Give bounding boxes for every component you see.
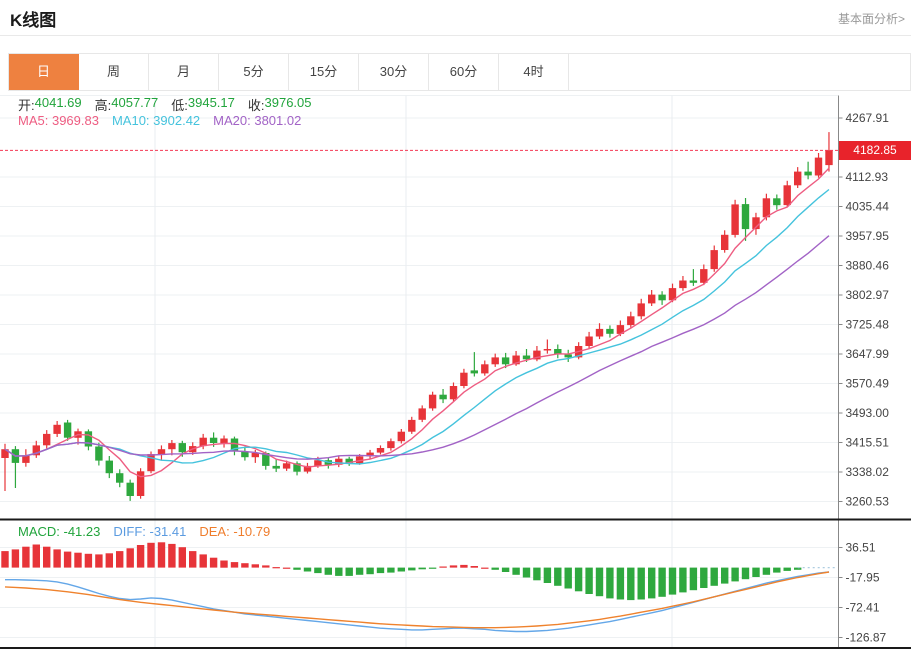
svg-text:4112.93: 4112.93: [846, 170, 889, 184]
tab-月[interactable]: 月: [149, 54, 219, 90]
fundamental-analysis-link[interactable]: 基本面分析>: [837, 12, 905, 26]
svg-text:36.51: 36.51: [846, 541, 876, 555]
macd-readout-label: MACD:: [18, 524, 64, 539]
svg-text:-17.95: -17.95: [846, 571, 880, 585]
grid-layer: [0, 95, 838, 647]
ma20-readout-label: MA20:: [213, 113, 255, 128]
page-title: K线图: [10, 11, 57, 30]
macd-readout: MACD: -41.23: [18, 524, 100, 539]
svg-text:3957.95: 3957.95: [846, 229, 890, 243]
close-readout-label: 收:: [247, 98, 265, 113]
ma20-readout: MA20: 3801.02: [213, 113, 301, 128]
ma20-readout-value: 3801.02: [254, 113, 302, 128]
svg-text:-72.41: -72.41: [846, 601, 880, 615]
high-readout: 高: 4057.77: [95, 95, 159, 114]
low-readout: 低: 3945.17: [171, 95, 235, 114]
tab-5分[interactable]: 5分: [219, 54, 289, 90]
svg-text:4267.91: 4267.91: [846, 111, 890, 125]
svg-text:3647.99: 3647.99: [846, 347, 890, 361]
svg-text:3338.02: 3338.02: [846, 465, 890, 479]
svg-text:3415.51: 3415.51: [846, 436, 890, 450]
high-readout-label: 高:: [94, 98, 112, 113]
low-readout-label: 低:: [171, 98, 188, 113]
svg-text:4035.44: 4035.44: [846, 200, 890, 214]
close-readout: 收: 3976.05: [248, 95, 312, 114]
low-readout-value: 3945.17: [187, 95, 235, 110]
diff-readout-label: DIFF:: [113, 524, 150, 539]
current-price-badge: 4182.85: [839, 141, 911, 160]
price-axis: 4267.91 4112.93 4035.44 3957.95 3880.46 3802.…: [838, 95, 890, 648]
ma5-readout-label: MA5:: [18, 113, 52, 128]
ma10-readout-label: MA10:: [111, 113, 154, 128]
dea-readout-value: -10.79: [233, 524, 271, 539]
ma5-readout-value: 3969.83: [51, 113, 99, 128]
macd-readout: MACD: -41.23 DIFF: -31.41 DEA: -10.79: [18, 524, 270, 539]
ma-lines-layer: [4, 167, 830, 478]
open-readout-value: 4041.69: [34, 95, 82, 110]
tab-4时[interactable]: 4时: [499, 54, 569, 90]
macd-lines-layer: [4, 571, 830, 633]
candles-layer: [1, 132, 833, 501]
header-divider: [0, 35, 911, 36]
open-readout-label: 开:: [18, 98, 35, 113]
svg-text:3880.46: 3880.46: [846, 259, 890, 273]
diff-readout-value: -31.41: [149, 524, 187, 539]
tab-60分[interactable]: 60分: [429, 54, 499, 90]
ohlc-readout: 开: 4041.69 高: 4057.77 低: 3945.17 收: 3976.05: [18, 95, 312, 114]
open-readout: 开: 4041.69: [18, 95, 82, 114]
tab-15分[interactable]: 15分: [289, 54, 359, 90]
svg-text:-126.87: -126.87: [846, 631, 887, 645]
tab-日[interactable]: 日: [9, 54, 79, 90]
svg-text:3493.00: 3493.00: [846, 406, 890, 420]
macd-readout-value: -41.23: [63, 524, 101, 539]
close-readout-value: 3976.05: [264, 95, 312, 110]
ma-readout: MA5: 3969.83 MA10: 3902.42 MA20: 3801.02: [18, 113, 301, 128]
diff-readout: DIFF: -31.41: [113, 524, 186, 539]
interval-tab-bar: 日周月 5分 15分 30分 60分 4时: [8, 53, 911, 91]
dea-readout: DEA: -10.79: [199, 524, 270, 539]
macd-histogram-layer: [1, 542, 836, 601]
ma10-readout: MA10: 3902.42: [112, 113, 200, 128]
svg-text:3260.53: 3260.53: [846, 495, 890, 509]
ma10-readout-value: 3902.42: [153, 113, 201, 128]
dea-readout-label: DEA:: [199, 524, 234, 539]
svg-text:3802.97: 3802.97: [846, 288, 890, 302]
svg-text:3570.49: 3570.49: [846, 377, 890, 391]
svg-text:3725.48: 3725.48: [846, 318, 890, 332]
ma5-readout: MA5: 3969.83: [18, 113, 99, 128]
high-readout-value: 4057.77: [111, 95, 159, 110]
tab-30分[interactable]: 30分: [359, 54, 429, 90]
tab-周[interactable]: 周: [79, 54, 149, 90]
